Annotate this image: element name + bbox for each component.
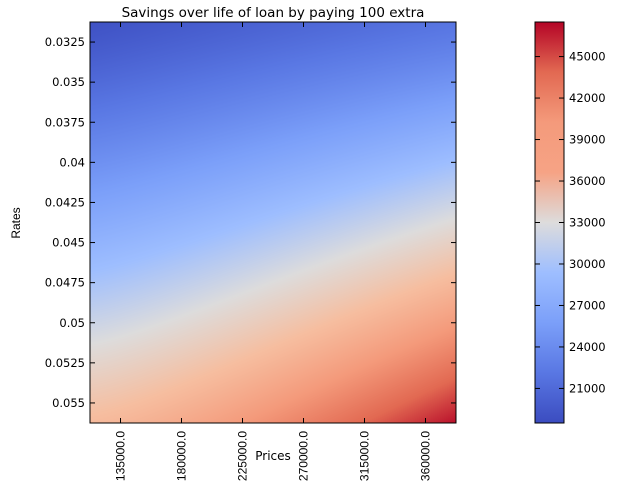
y-tick-label: 0.05 xyxy=(59,316,85,330)
colorbar-tick-label: 30000 xyxy=(569,257,606,271)
colorbar-tick-label: 21000 xyxy=(569,381,606,395)
colorbar-tick-label: 27000 xyxy=(569,298,606,312)
colorbar-tick-label: 39000 xyxy=(569,133,606,147)
heatmap-plot-area xyxy=(89,21,457,424)
colorbar: 21000 24000 27000 30000 33000 36000 39000 42000… xyxy=(534,21,606,424)
x-tick-label: 135000.0 xyxy=(114,431,128,481)
x-tick-label: 315000.0 xyxy=(358,431,372,481)
x-tick-label: 225000.0 xyxy=(236,431,250,481)
y-tick-label: 0.0525 xyxy=(45,356,85,370)
y-axis-label: Rates xyxy=(9,207,23,238)
colorbar-ticks: 21000 24000 27000 30000 33000 36000 39000 42000… xyxy=(535,50,606,395)
y-tick-label: 0.04 xyxy=(59,155,85,169)
x-tick-label: 360000.0 xyxy=(419,431,433,481)
y-tick-label: 0.055 xyxy=(52,396,85,410)
y-tick-label: 0.0325 xyxy=(45,35,85,49)
plot-frame xyxy=(89,21,457,424)
colorbar-tick-label: 24000 xyxy=(569,340,606,354)
y-axis-ticks: 0.0325 0.035 0.0375 0.04 0.0425 0.045 0.0475 0.… xyxy=(45,35,456,410)
y-tick-label: 0.0375 xyxy=(45,115,85,129)
colorbar-tick-label: 33000 xyxy=(569,216,606,230)
colorbar-tick-label: 36000 xyxy=(569,174,606,188)
x-axis-ticks: 135000.0 180000.0 225000.0 270000.0 315000.0… xyxy=(114,22,433,481)
chart-title: Savings over life of loan by paying 100 … xyxy=(122,5,425,21)
x-axis-label: Prices xyxy=(255,449,291,463)
y-tick-label: 0.0425 xyxy=(45,195,85,209)
y-tick-label: 0.045 xyxy=(52,236,85,250)
x-tick-label: 180000.0 xyxy=(175,431,189,481)
y-tick-label: 0.0475 xyxy=(45,276,85,290)
x-tick-label: 270000.0 xyxy=(297,431,311,481)
heatmap-image xyxy=(90,22,456,423)
colorbar-tick-label: 42000 xyxy=(569,91,606,105)
y-tick-label: 0.035 xyxy=(52,75,85,89)
colorbar-tick-label: 45000 xyxy=(569,50,606,64)
